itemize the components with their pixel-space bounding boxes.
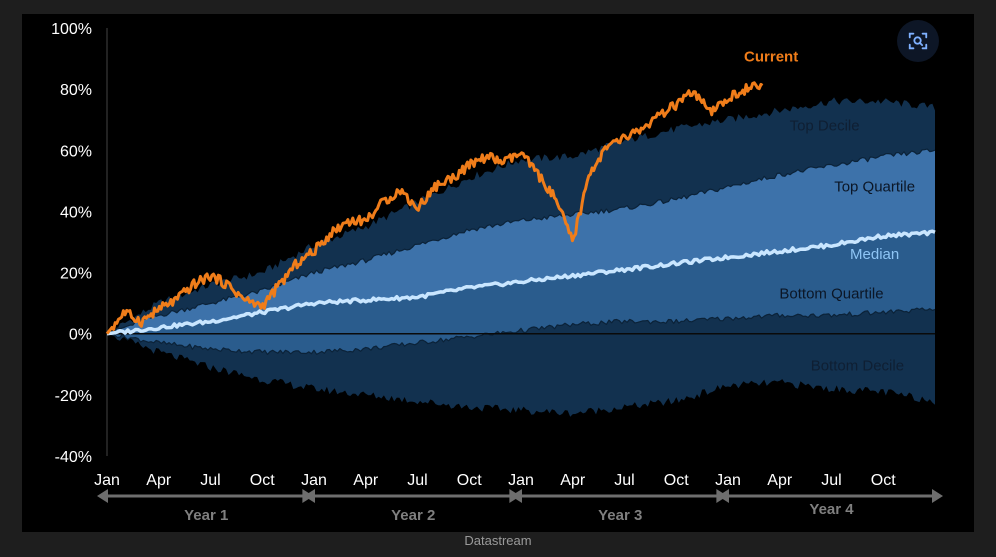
y-tick-label: -40% (55, 449, 92, 466)
year-label: Year 3 (598, 507, 642, 524)
bottom-decile-band (107, 308, 935, 417)
year-label: Year 4 (809, 501, 854, 518)
series-label: Top Decile (790, 117, 860, 134)
x-tick-label: Apr (560, 472, 586, 489)
image-search-icon (908, 32, 928, 50)
y-tick-label: 100% (51, 21, 92, 38)
x-tick-label: Apr (146, 472, 172, 489)
series-label: Bottom Decile (811, 357, 904, 374)
year-arrow-head-left (304, 489, 315, 503)
x-tick-label: Jul (407, 472, 427, 489)
x-tick-label: Jan (715, 472, 741, 489)
series-label: Top Quartile (834, 179, 915, 196)
year-label: Year 2 (391, 507, 435, 524)
x-tick-label: Jul (821, 472, 841, 489)
year-arrow-head-left (511, 489, 522, 503)
x-tick-label: Oct (250, 472, 275, 489)
x-tick-label: Apr (767, 472, 793, 489)
upper-quartile-band (107, 149, 935, 334)
x-tick-label: Jul (614, 472, 634, 489)
series-label: Current (744, 49, 798, 66)
series-label: Median (850, 246, 899, 263)
bottom-quartile-boundary (106, 307, 936, 355)
y-tick-label: 0% (69, 327, 92, 344)
year-arrow-head-left (97, 489, 108, 503)
x-tick-label: Oct (457, 472, 482, 489)
x-tick-label: Jan (301, 472, 327, 489)
x-tick-label: Jul (200, 472, 220, 489)
year-label: Year 1 (184, 507, 228, 524)
y-tick-label: 40% (60, 204, 92, 221)
y-tick-label: 60% (60, 143, 92, 160)
series-label: Bottom Quartile (779, 286, 883, 303)
median-line (106, 229, 936, 336)
year-arrow-head-right (932, 489, 943, 503)
year-arrow-head-left (718, 489, 729, 503)
source-caption: Datastream (464, 533, 532, 548)
image-search-button[interactable] (897, 20, 939, 62)
current-line (105, 81, 764, 335)
x-tick-label: Oct (664, 472, 689, 489)
top-decile-band (107, 97, 935, 334)
y-tick-label: 20% (60, 266, 92, 283)
x-tick-label: Jan (508, 472, 534, 489)
y-tick-label: -20% (55, 388, 92, 405)
y-tick-label: 80% (60, 82, 92, 99)
x-tick-label: Apr (353, 472, 379, 489)
x-tick-label: Oct (871, 472, 896, 489)
top-quartile-boundary (106, 148, 936, 335)
x-tick-label: Jan (94, 472, 120, 489)
lower-quartile-band (107, 231, 935, 355)
